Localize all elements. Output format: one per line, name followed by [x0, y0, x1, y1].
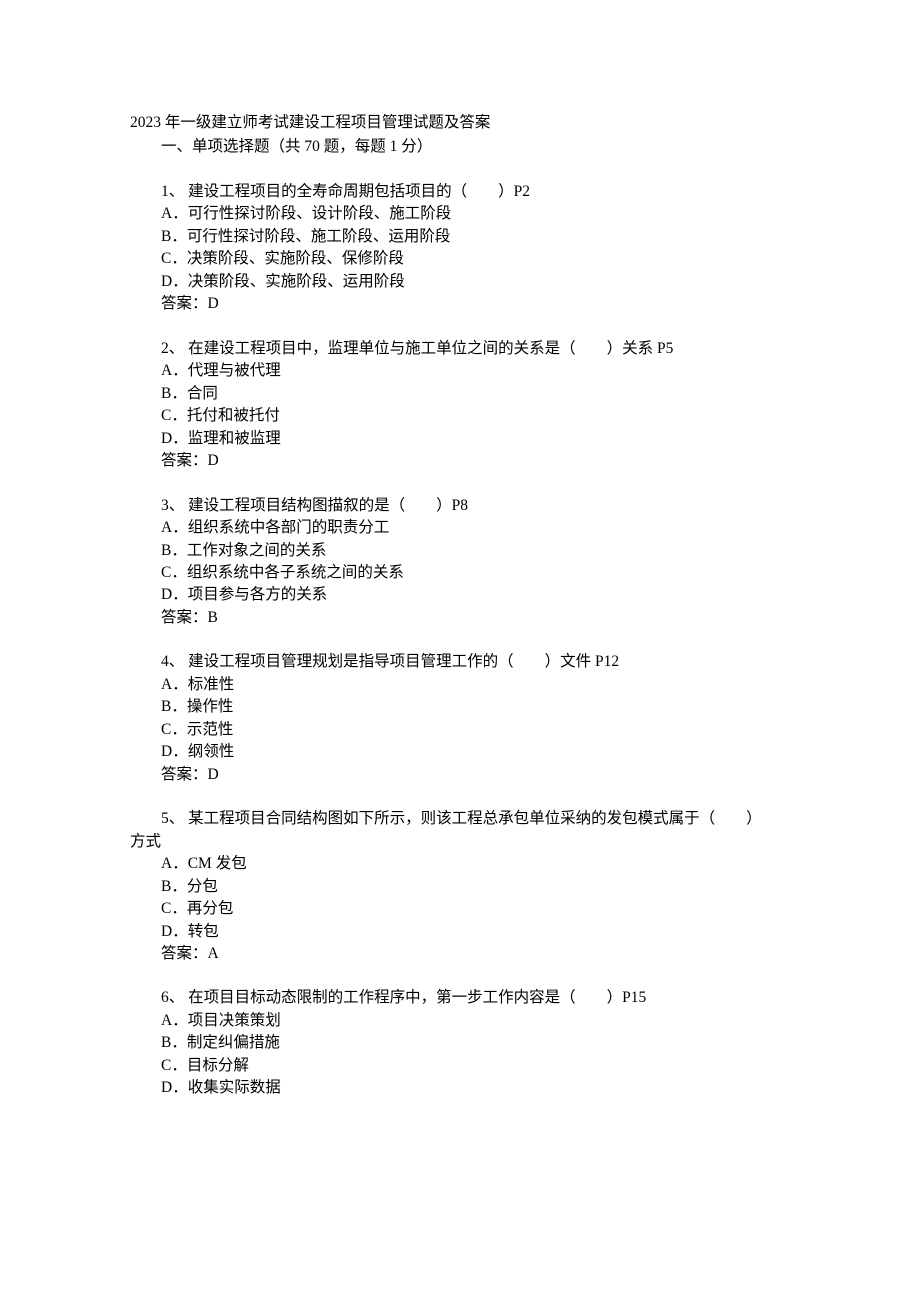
- question-block: 1、 建设工程项目的全寿命周期包括项目的（ ）P2A．可行性探讨阶段、设计阶段、…: [130, 181, 790, 316]
- question-answer: 答案：B: [130, 607, 790, 629]
- question-option: D．纲领性: [130, 741, 790, 763]
- question-stem: 3、 建设工程项目结构图描叙的是（ ）P8: [130, 495, 790, 517]
- question-stem: 6、 在项目目标动态限制的工作程序中，第一步工作内容是（ ）P15: [130, 987, 790, 1009]
- question-option: A．标准性: [130, 674, 790, 696]
- question-option: C．示范性: [130, 719, 790, 741]
- question-option: A．组织系统中各部门的职责分工: [130, 517, 790, 539]
- question-option: A．代理与被代理: [130, 360, 790, 382]
- question-option: C．目标分解: [130, 1055, 790, 1077]
- question-block: 4、 建设工程项目管理规划是指导项目管理工作的（ ）文件 P12A．标准性B．操…: [130, 651, 790, 786]
- question-option: C．决策阶段、实施阶段、保修阶段: [130, 248, 790, 270]
- question-option: B．操作性: [130, 696, 790, 718]
- question-stem: 5、 某工程项目合同结构图如下所示，则该工程总承包单位采纳的发包模式属于（ ）: [130, 808, 790, 830]
- question-option: B．工作对象之间的关系: [130, 540, 790, 562]
- questions-container: 1、 建设工程项目的全寿命周期包括项目的（ ）P2A．可行性探讨阶段、设计阶段、…: [130, 181, 790, 1100]
- document-page: 2023 年一级建立师考试建设工程项目管理试题及答案 一、单项选择题（共 70 …: [0, 0, 920, 1182]
- question-option: B．合同: [130, 383, 790, 405]
- question-option: C．再分包: [130, 898, 790, 920]
- question-option: D．收集实际数据: [130, 1077, 790, 1099]
- question-answer: 答案：D: [130, 764, 790, 786]
- document-title: 2023 年一级建立师考试建设工程项目管理试题及答案: [130, 112, 790, 134]
- section-header: 一、单项选择题（共 70 题，每题 1 分）: [130, 136, 790, 158]
- question-stem: 4、 建设工程项目管理规划是指导项目管理工作的（ ）文件 P12: [130, 651, 790, 673]
- question-continuation: 方式: [130, 831, 790, 853]
- question-option: D．项目参与各方的关系: [130, 584, 790, 606]
- question-answer: 答案：D: [130, 293, 790, 315]
- question-stem: 2、 在建设工程项目中，监理单位与施工单位之间的关系是（ ）关系 P5: [130, 338, 790, 360]
- question-option: D．决策阶段、实施阶段、运用阶段: [130, 271, 790, 293]
- question-answer: 答案：A: [130, 943, 790, 965]
- question-answer: 答案：D: [130, 450, 790, 472]
- question-option: A．CM 发包: [130, 853, 790, 875]
- question-option: C．组织系统中各子系统之间的关系: [130, 562, 790, 584]
- question-option: B．分包: [130, 876, 790, 898]
- question-option: D．转包: [130, 921, 790, 943]
- question-option: D．监理和被监理: [130, 428, 790, 450]
- question-option: B．可行性探讨阶段、施工阶段、运用阶段: [130, 226, 790, 248]
- question-block: 5、 某工程项目合同结构图如下所示，则该工程总承包单位采纳的发包模式属于（ ）方…: [130, 808, 790, 965]
- question-option: A．可行性探讨阶段、设计阶段、施工阶段: [130, 203, 790, 225]
- question-block: 2、 在建设工程项目中，监理单位与施工单位之间的关系是（ ）关系 P5A．代理与…: [130, 338, 790, 473]
- question-option: B．制定纠偏措施: [130, 1032, 790, 1054]
- question-block: 3、 建设工程项目结构图描叙的是（ ）P8A．组织系统中各部门的职责分工B．工作…: [130, 495, 790, 630]
- question-block: 6、 在项目目标动态限制的工作程序中，第一步工作内容是（ ）P15A．项目决策策…: [130, 987, 790, 1099]
- question-option: A．项目决策策划: [130, 1010, 790, 1032]
- question-option: C．托付和被托付: [130, 405, 790, 427]
- question-stem: 1、 建设工程项目的全寿命周期包括项目的（ ）P2: [130, 181, 790, 203]
